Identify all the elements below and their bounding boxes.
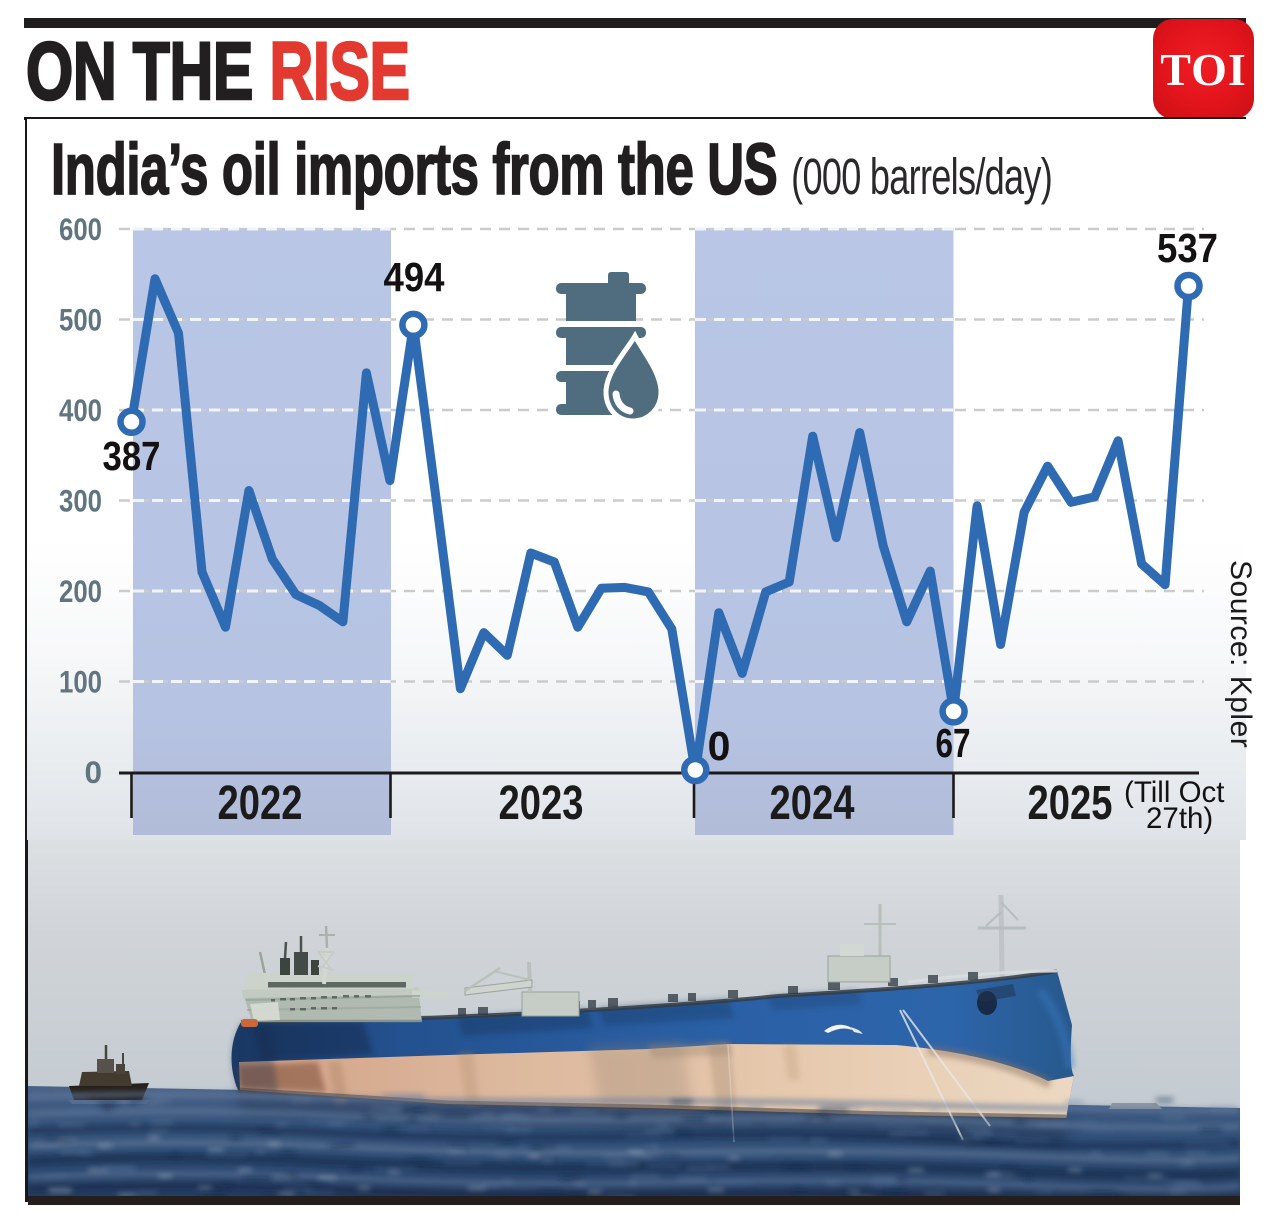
svg-text:100: 100 — [59, 664, 102, 700]
svg-text:387: 387 — [103, 433, 161, 479]
svg-text:(Till Oct: (Till Oct — [1124, 776, 1225, 809]
svg-text:537: 537 — [1157, 225, 1218, 271]
svg-text:0: 0 — [84, 754, 102, 790]
svg-text:494: 494 — [384, 254, 445, 300]
svg-text:0: 0 — [708, 723, 731, 769]
svg-text:67: 67 — [936, 720, 971, 766]
svg-text:500: 500 — [59, 302, 102, 338]
svg-text:200: 200 — [59, 573, 102, 609]
svg-text:600: 600 — [59, 211, 102, 247]
svg-text:2022: 2022 — [218, 777, 303, 830]
svg-text:400: 400 — [59, 392, 102, 428]
svg-text:2025: 2025 — [1028, 777, 1113, 830]
svg-text:2023: 2023 — [499, 777, 584, 830]
svg-text:27th): 27th) — [1146, 802, 1213, 835]
svg-text:2024: 2024 — [770, 777, 855, 830]
svg-text:300: 300 — [59, 483, 102, 519]
